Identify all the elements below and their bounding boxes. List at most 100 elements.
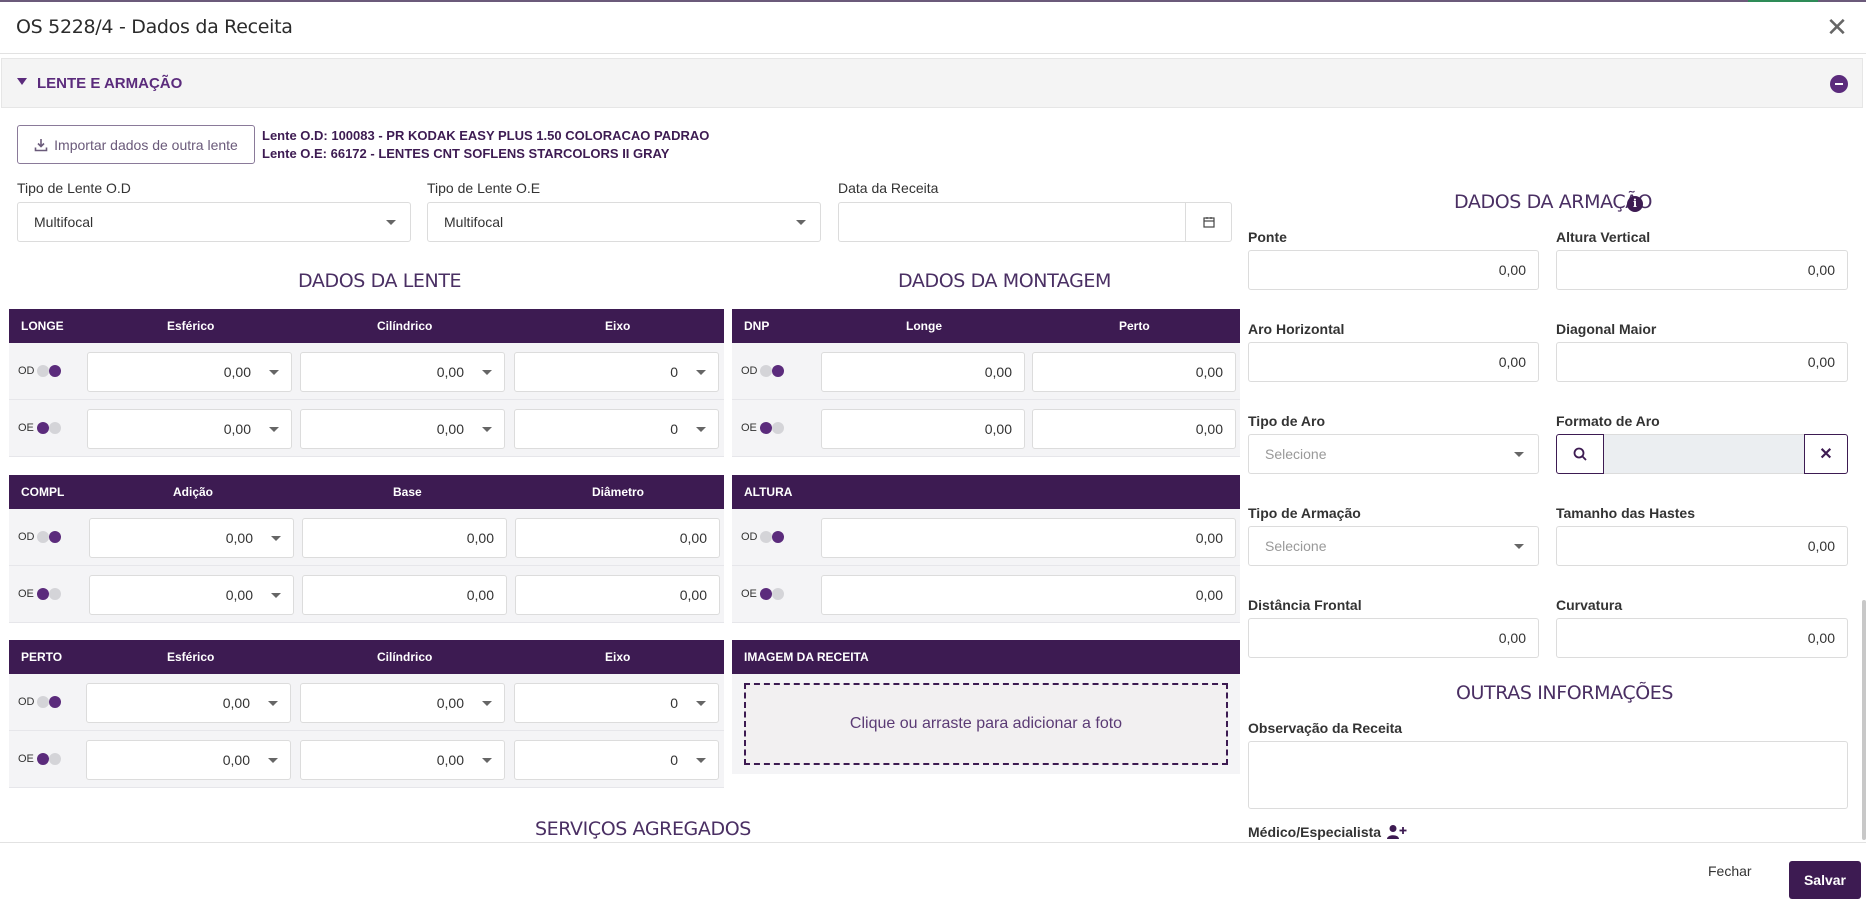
dados-armacao-title: DADOS DA ARMAÇÃO: [1454, 191, 1653, 213]
compl-oe-adicao[interactable]: 0,00: [89, 575, 294, 615]
observacao-textarea[interactable]: [1248, 741, 1848, 809]
chevron-down-icon: [1514, 544, 1524, 549]
value: 0: [670, 752, 678, 768]
altura-grid: OD 0,00 OE 0,00: [732, 509, 1240, 623]
perto-oe-eixo[interactable]: 0: [514, 740, 719, 780]
formato-aro-label: Formato de Aro: [1556, 413, 1660, 429]
compl-od-adicao[interactable]: 0,00: [89, 518, 294, 558]
tipo-lente-oe-select[interactable]: Multifocal: [427, 202, 821, 242]
cilindrico-header: Cilíndrico: [377, 319, 433, 333]
eye-toggle[interactable]: [760, 531, 786, 543]
compl-oe-diametro[interactable]: 0,00: [515, 575, 720, 615]
perto-oe-cilindrico[interactable]: 0,00: [300, 740, 505, 780]
chevron-down-icon: [696, 701, 706, 706]
tipo-armacao-select[interactable]: Selecione: [1248, 526, 1539, 566]
compl-od-diametro[interactable]: 0,00: [515, 518, 720, 558]
dnp-oe-row: OE 0,00 0,00: [732, 400, 1240, 457]
curvatura-input[interactable]: 0,00: [1556, 618, 1848, 658]
modal-footer: Fechar Salvar: [0, 842, 1866, 903]
lens-od-info: Lente O.D: 100083 - PR KODAK EASY PLUS 1…: [262, 128, 710, 143]
perto-header-label: PERTO: [21, 650, 63, 664]
tamanho-hastes-label: Tamanho das Hastes: [1556, 505, 1696, 521]
dnp-oe-perto[interactable]: 0,00: [1032, 409, 1236, 449]
longe-oe-esferico[interactable]: 0,00: [87, 409, 292, 449]
formato-aro-clear-button[interactable]: ✕: [1804, 434, 1848, 474]
compl-oe-base[interactable]: 0,00: [302, 575, 507, 615]
close-icon[interactable]: ✕: [1826, 12, 1848, 42]
salvar-button[interactable]: Salvar: [1789, 861, 1861, 899]
caret-down-icon: [17, 78, 27, 85]
chevron-down-icon: [268, 701, 278, 706]
cilindrico-header: Cilíndrico: [377, 650, 433, 664]
section-header-lente-armacao[interactable]: LENTE E ARMAÇÃO: [1, 58, 1863, 108]
data-receita-input[interactable]: [838, 202, 1232, 242]
perto-od-cilindrico[interactable]: 0,00: [300, 683, 505, 723]
value: 0,00: [436, 752, 464, 768]
top-green-accent: [1748, 0, 1818, 2]
modal-body[interactable]: LENTE E ARMAÇÃO Importar dados de outra …: [0, 55, 1866, 842]
chevron-down-icon: [268, 758, 278, 763]
longe-header: LONGE Esférico Cilíndrico Eixo: [9, 309, 724, 343]
info-icon[interactable]: i: [1627, 196, 1643, 212]
distancia-frontal-input[interactable]: 0,00: [1248, 618, 1539, 658]
formato-aro-search-button[interactable]: [1556, 434, 1604, 474]
modal-title: OS 5228/4 - Dados da Receita: [16, 16, 293, 38]
calendar-icon[interactable]: [1185, 202, 1231, 242]
dnp-oe-longe[interactable]: 0,00: [821, 409, 1025, 449]
tipo-aro-select[interactable]: Selecione: [1248, 434, 1539, 474]
value: 0,00: [1498, 262, 1526, 278]
od-label: OD: [18, 531, 35, 543]
diagonal-maior-input[interactable]: 0,00: [1556, 342, 1848, 382]
fechar-button[interactable]: Fechar: [1708, 863, 1752, 879]
longe-oe-eixo[interactable]: 0: [514, 409, 719, 449]
altura-od-input[interactable]: 0,00: [821, 518, 1236, 558]
compl-od-base[interactable]: 0,00: [302, 518, 507, 558]
add-user-icon[interactable]: [1387, 824, 1407, 840]
eye-toggle[interactable]: [37, 422, 63, 434]
value: 0,00: [1807, 262, 1835, 278]
scrollbar[interactable]: [1862, 600, 1866, 840]
placeholder: Selecione: [1265, 446, 1327, 462]
value: 0,00: [223, 421, 251, 437]
altura-oe-input[interactable]: 0,00: [821, 575, 1236, 615]
dnp-od-perto[interactable]: 0,00: [1032, 352, 1236, 392]
dnp-od-longe[interactable]: 0,00: [821, 352, 1025, 392]
tamanho-hastes-input[interactable]: 0,00: [1556, 526, 1848, 566]
eye-toggle[interactable]: [37, 696, 63, 708]
import-lens-data-button[interactable]: Importar dados de outra lente: [17, 125, 255, 164]
longe-od-eixo[interactable]: 0: [514, 352, 719, 392]
photo-dropzone[interactable]: Clique ou arraste para adicionar a foto: [744, 683, 1228, 765]
eye-toggle[interactable]: [37, 753, 63, 765]
ponte-input[interactable]: 0,00: [1248, 250, 1539, 290]
tipo-lente-od-value: Multifocal: [34, 214, 94, 230]
perto-oe-row: OE 0,00 0,00 0: [9, 731, 724, 788]
value: 0,00: [1195, 530, 1223, 546]
eye-toggle[interactable]: [760, 365, 786, 377]
eye-toggle[interactable]: [37, 531, 63, 543]
value: 0,00: [225, 587, 253, 603]
value: 0,00: [466, 530, 494, 546]
eixo-header: Eixo: [605, 319, 631, 333]
esferico-header: Esférico: [167, 319, 215, 333]
diagonal-maior-label: Diagonal Maior: [1556, 321, 1657, 337]
longe-od-esferico[interactable]: 0,00: [87, 352, 292, 392]
eye-toggle[interactable]: [37, 588, 63, 600]
od-label: OD: [741, 531, 758, 543]
eye-toggle[interactable]: [37, 365, 63, 377]
longe-oe-cilindrico[interactable]: 0,00: [300, 409, 505, 449]
longe-grid: OD 0,00 0,00 0 OE 0,00 0,00 0: [9, 343, 724, 457]
eye-toggle[interactable]: [760, 422, 786, 434]
aro-horizontal-input[interactable]: 0,00: [1248, 342, 1539, 382]
imagem-receita-header-label: IMAGEM DA RECEITA: [744, 650, 869, 664]
eye-toggle[interactable]: [760, 588, 786, 600]
tipo-lente-od-select[interactable]: Multifocal: [17, 202, 411, 242]
curvatura-label: Curvatura: [1556, 597, 1623, 613]
perto-oe-esferico[interactable]: 0,00: [86, 740, 291, 780]
placeholder: Selecione: [1265, 538, 1327, 554]
altura-vertical-input[interactable]: 0,00: [1556, 250, 1848, 290]
chevron-down-icon: [271, 593, 281, 598]
perto-od-eixo[interactable]: 0: [514, 683, 719, 723]
collapse-minus-icon[interactable]: [1830, 75, 1848, 93]
longe-od-cilindrico[interactable]: 0,00: [300, 352, 505, 392]
perto-od-esferico[interactable]: 0,00: [86, 683, 291, 723]
